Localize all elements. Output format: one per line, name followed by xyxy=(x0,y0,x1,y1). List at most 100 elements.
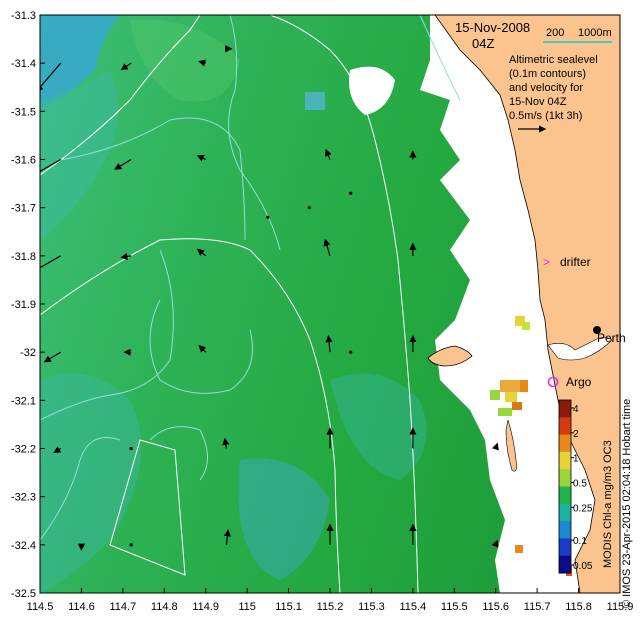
legend-line-4: 15-Nov 04Z xyxy=(509,96,567,108)
colorbar-segment xyxy=(559,417,571,436)
colorbar-frame xyxy=(558,399,572,574)
y-tick-label: -31.9 xyxy=(11,299,36,311)
scale-right-label: 1000m xyxy=(578,27,612,39)
velocity-legend: Altimetric sealevel (0.1m contours) and … xyxy=(509,54,598,133)
velocity-vector xyxy=(492,442,499,451)
colorbar-tick-label: 2 xyxy=(573,429,579,440)
x-tick-label: 115 xyxy=(238,601,256,613)
velocity-vector xyxy=(491,539,499,548)
legend-line-3: and velocity for xyxy=(509,82,583,94)
blue-patch-northwest xyxy=(40,15,120,110)
colorbar-tick-label: 0.1 xyxy=(573,536,587,547)
velocity-vector xyxy=(323,238,331,257)
perth-label: Perth xyxy=(597,331,626,345)
velocity-vector xyxy=(43,351,62,363)
velocity-vector xyxy=(129,446,133,451)
credit-text: © IMOS 23-Apr-2015 02:04:18 Hobart time xyxy=(621,399,633,608)
velocity-vector xyxy=(40,158,62,173)
y-tick-label: -31.8 xyxy=(11,251,36,263)
velocity-vector xyxy=(120,62,132,71)
velocity-vector xyxy=(53,446,62,454)
y-tick-label: -32.4 xyxy=(11,540,36,552)
colorbar-segment xyxy=(559,538,571,557)
x-tick-label: 114.5 xyxy=(27,601,54,613)
cyan-patch-west xyxy=(40,70,118,240)
colorbar-segment xyxy=(559,434,571,453)
rottnest-island xyxy=(427,345,473,367)
sea-level-contours xyxy=(40,15,461,593)
x-tick-label: 114.9 xyxy=(192,601,219,613)
cyan-patch-south xyxy=(238,458,330,580)
velocity-vector xyxy=(325,334,333,353)
velocity-vector xyxy=(198,344,207,353)
velocity-vector xyxy=(222,437,230,449)
velocity-vector xyxy=(198,59,207,67)
x-tick-label: 115.4 xyxy=(399,601,426,613)
swan-river xyxy=(547,337,613,361)
colorbar: 4 2 1 0.5 0.25 0.1 0.05 xyxy=(558,399,593,574)
x-tick-label: 115.8 xyxy=(565,601,592,613)
cyan-patch-southwest xyxy=(40,373,142,593)
velocity-vector xyxy=(114,158,132,170)
colorbar-title: MODIS Chl-a mg/m3 OC3 xyxy=(602,440,614,568)
velocity-vector xyxy=(120,252,132,260)
x-tick-label: 114.7 xyxy=(109,601,136,613)
legend-line-1: Altimetric sealevel xyxy=(509,54,598,66)
drifter-label: drifter xyxy=(560,255,591,269)
colorbar-segment xyxy=(559,555,571,574)
argo-label: Argo xyxy=(566,375,592,389)
y-axis: -31.3 -31.4 -31.5 -31.6 -31.7 -31.8 -31.9 -32 -3… xyxy=(11,10,45,600)
y-tick-label: -32.3 xyxy=(11,492,36,504)
velocity-vector xyxy=(349,350,353,354)
y-tick-label: -32.2 xyxy=(11,444,36,456)
cyan-patch-centre xyxy=(330,373,427,480)
velocity-vector xyxy=(40,255,62,269)
x-tick-label: 115.5 xyxy=(441,601,468,613)
colorbar-tick-label: 4 xyxy=(573,404,579,415)
x-tick-label: 115.6 xyxy=(482,601,509,613)
colorbar-tick-label: 0.25 xyxy=(573,503,593,514)
scale-left-label: 200 xyxy=(546,27,564,39)
x-axis: 114.5 114.6 114.7 114.8 114.9 115 115.1 115.2 11… xyxy=(27,588,634,613)
colorbar-tick-label: 0.05 xyxy=(573,561,593,572)
y-tick-label: -31.4 xyxy=(11,58,36,70)
cloud-patch-small xyxy=(305,92,325,110)
land xyxy=(434,15,620,593)
velocity-vector xyxy=(40,62,62,93)
time-label: 04Z xyxy=(472,36,494,51)
date-label: 15-Nov-2008 xyxy=(455,20,530,35)
argo-marker-icon xyxy=(547,376,559,388)
velocity-vector xyxy=(266,215,270,219)
velocity-vector xyxy=(349,191,353,195)
legend-speed: 0.5m/s (1kt 3h) xyxy=(509,110,582,122)
cloud-patch-north xyxy=(349,66,395,115)
light-green-patch xyxy=(130,19,240,102)
x-tick-label: 115.3 xyxy=(358,601,385,613)
velocity-vector xyxy=(129,543,133,547)
y-tick-label: -31.5 xyxy=(11,106,36,118)
y-tick-label: -32 xyxy=(20,347,36,359)
velocity-vectors xyxy=(40,45,499,551)
y-tick-label: -31.3 xyxy=(11,10,36,22)
x-tick-label: 115.1 xyxy=(275,601,302,613)
colorbar-segment xyxy=(559,469,571,487)
colorbar-segment xyxy=(559,521,571,539)
y-tick-label: -31.6 xyxy=(11,155,36,167)
drifter-marker-icon: > xyxy=(543,255,550,269)
colorbar-segment xyxy=(559,400,571,418)
y-tick-label: -31.7 xyxy=(11,203,36,215)
velocity-vector xyxy=(324,148,332,160)
velocity-vector xyxy=(196,248,207,257)
colorbar-segment xyxy=(559,451,571,470)
x-tick-label: 115.7 xyxy=(524,601,551,613)
velocity-vector xyxy=(196,154,206,162)
x-tick-label: 115.9 xyxy=(607,601,634,613)
colorbar-segment xyxy=(559,486,571,505)
x-tick-label: 114.8 xyxy=(151,601,178,613)
colorbar-tick-label: 0.5 xyxy=(573,479,587,490)
perth-dot-icon xyxy=(593,326,601,334)
velocity-vector xyxy=(307,206,311,210)
colorbar-segment xyxy=(559,503,571,522)
x-tick-label: 115.2 xyxy=(317,601,344,613)
